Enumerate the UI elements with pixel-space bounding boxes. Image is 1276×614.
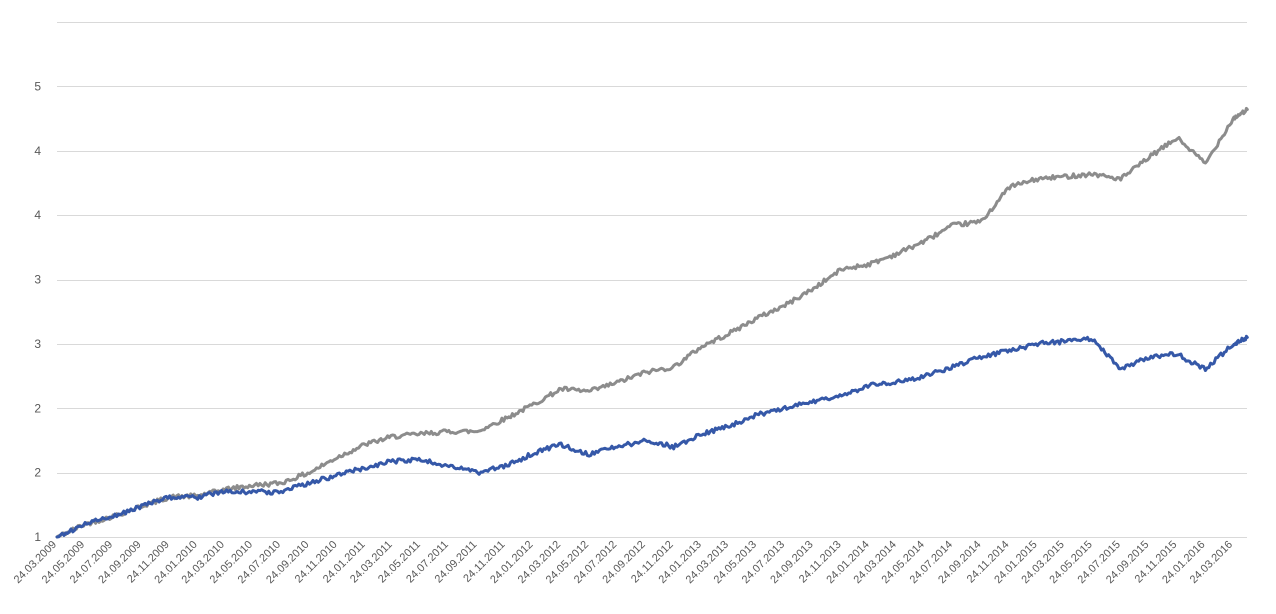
y-tick-label: 5 — [34, 79, 41, 93]
y-tick-label: 2 — [34, 401, 41, 415]
y-tick-label: 1 — [34, 530, 41, 544]
y-tick-label: 3 — [34, 273, 41, 287]
series-line-2 — [55, 334, 1249, 539]
gridlines — [57, 22, 1247, 538]
series-line-1 — [55, 106, 1249, 539]
series-lines — [55, 106, 1249, 539]
y-tick-label: 3 — [34, 337, 41, 351]
y-tick-label: 4 — [34, 144, 41, 158]
y-tick-label: 4 — [34, 208, 41, 222]
y-axis-tick-labels: 1 2 2 3 3 4 4 5 — [34, 79, 41, 544]
x-axis-tick-labels: 24.03.200924.05.200924.07.200924.09.2009… — [12, 539, 1235, 586]
y-tick-label: 2 — [34, 466, 41, 480]
